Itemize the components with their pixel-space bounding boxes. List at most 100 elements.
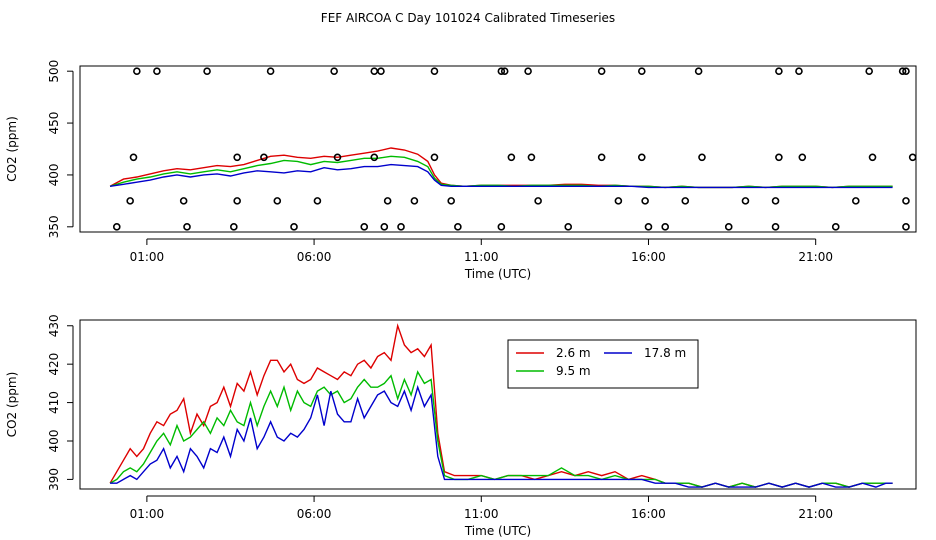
legend-label: 9.5 m [556, 364, 591, 378]
scatter-point [290, 223, 298, 231]
scatter-point [868, 153, 877, 162]
scatter-point [203, 67, 211, 75]
legend-box [507, 339, 699, 389]
scatter-point [266, 67, 275, 75]
scatter-point [179, 197, 188, 205]
scatter-point [410, 197, 419, 205]
legend: 2.6 m 17.8 m 9.5 m [507, 339, 699, 389]
scatter-point [694, 67, 703, 75]
scatter-point [133, 67, 141, 75]
scatter-point [112, 223, 121, 231]
y-tick-label: 430 [47, 314, 61, 337]
x-tick-label: 11:00 [464, 507, 499, 521]
x-tick-label: 06:00 [297, 250, 332, 264]
scatter-point [430, 153, 439, 162]
top-panel: 01:00 06:00 11:00 16:00 21:00 Time (UTC) 350 40… [5, 60, 917, 281]
x-axis-label: Time (UTC) [464, 267, 531, 281]
y-axis-label: CO2 (ppm) [5, 116, 19, 182]
scatter-point [597, 153, 606, 162]
scatter-point [771, 197, 780, 205]
scatter-point [597, 67, 606, 75]
scatter-point [724, 223, 733, 231]
scatter-point [397, 223, 405, 231]
x-tick-label: 06:00 [297, 507, 332, 521]
scatter-point [507, 153, 516, 162]
scatter-point [637, 67, 646, 75]
x-axis-label: Time (UTC) [464, 524, 531, 538]
scatter-point [775, 153, 783, 162]
scatter-point [370, 153, 379, 162]
y-axis-label: CO2 (ppm) [5, 372, 19, 438]
y-tick-label: 350 [47, 215, 61, 238]
x-tick-label: 21:00 [798, 507, 833, 521]
y-tick-label: 390 [47, 468, 61, 491]
scatter-point [902, 197, 910, 205]
series-line-2-6-m [109, 323, 893, 488]
scatter-point [795, 67, 803, 75]
scatter-point [129, 153, 138, 162]
scatter-point [377, 67, 385, 75]
x-tick-label: 11:00 [464, 250, 499, 264]
y-tick-label: 400 [47, 163, 61, 186]
scatter-point [383, 197, 392, 205]
scatter-point [564, 223, 573, 231]
scatter-point [771, 223, 780, 231]
x-tick-label: 01:00 [130, 250, 165, 264]
scatter-point [233, 153, 241, 162]
scatter-point [865, 67, 873, 75]
scatter-point [524, 67, 532, 75]
scatter-point [902, 223, 910, 231]
scatter-point [233, 197, 241, 205]
series-line-9-5-m [109, 155, 893, 189]
y-tick-label: 410 [47, 391, 61, 414]
scatter-point [908, 153, 917, 162]
x-tick-label: 16:00 [631, 250, 666, 264]
plot-frame [79, 65, 917, 233]
scatter-point [661, 223, 670, 231]
scatter-point [183, 223, 191, 231]
scatter-point [644, 223, 653, 231]
scatter-point [500, 67, 509, 75]
y-tick-label: 500 [47, 60, 61, 83]
scatter-point [153, 67, 161, 75]
y-tick-label: 400 [47, 430, 61, 453]
scatter-point [902, 67, 910, 75]
scatter-point [637, 153, 646, 162]
scatter-point [614, 197, 623, 205]
chart-title: FEF AIRCOA C Day 101024 Calibrated Times… [321, 11, 615, 25]
scatter-point [430, 67, 439, 75]
scatter-point [852, 197, 860, 205]
scatter-point [775, 67, 783, 75]
scatter-point [313, 197, 322, 205]
bottom-panel: 01:00 06:00 11:00 16:00 21:00 Time (UTC) 390 40… [5, 314, 917, 538]
scatter-point [380, 223, 389, 231]
legend-label: 17.8 m [644, 346, 686, 360]
scatter-point [273, 197, 282, 205]
scatter-point [831, 223, 840, 231]
x-tick-label: 21:00 [798, 250, 833, 264]
scatter-point [370, 67, 379, 75]
series-line-2-6-m [109, 147, 893, 189]
scatter-point [497, 223, 506, 231]
scatter-point [333, 153, 342, 162]
scatter-point [534, 197, 542, 205]
scatter-point [798, 153, 807, 162]
x-tick-label: 01:00 [130, 507, 165, 521]
scatter-point [527, 153, 536, 162]
scatter-point [681, 197, 690, 205]
scatter-point [698, 153, 706, 162]
scatter-point [230, 223, 238, 231]
y-tick-label: 420 [47, 353, 61, 376]
series-line-9-5-m [109, 370, 893, 488]
scatter-point [126, 197, 134, 205]
y-tick-label: 450 [47, 112, 61, 135]
scatter-point [454, 223, 462, 231]
scatter-point [360, 223, 369, 231]
series-line-17-8-m [110, 384, 893, 488]
plot-frame [79, 319, 917, 490]
scatter-point [898, 67, 907, 75]
scatter-point [260, 153, 268, 162]
legend-label: 2.6 m [556, 346, 591, 360]
scatter-point [641, 197, 649, 205]
